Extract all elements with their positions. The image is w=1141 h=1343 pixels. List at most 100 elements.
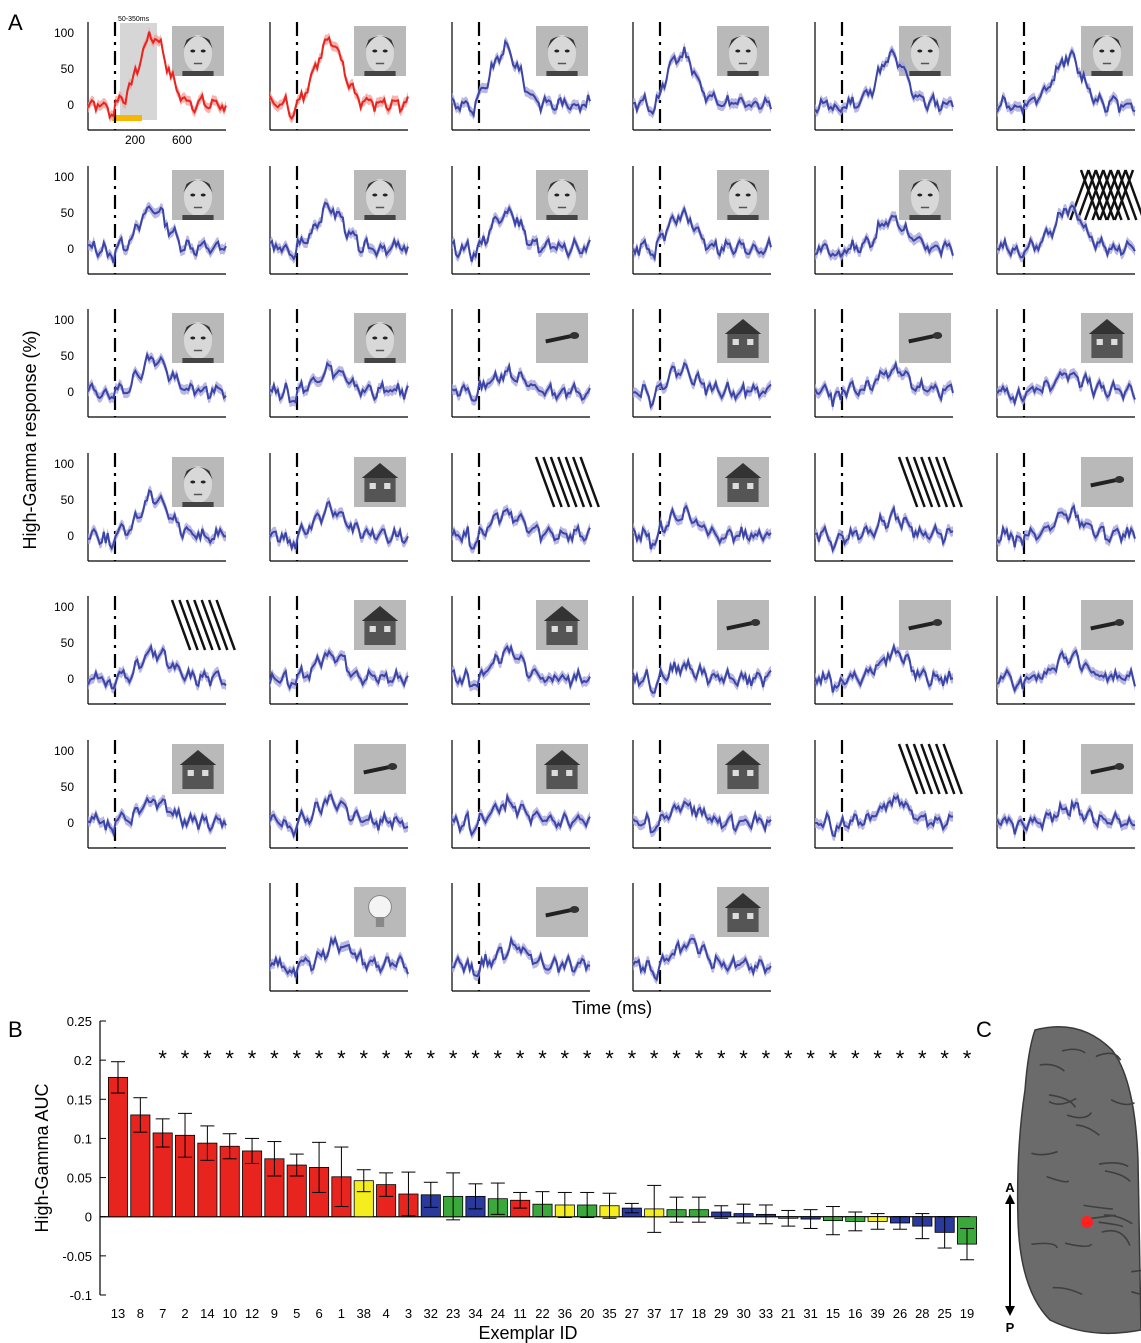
window-icon xyxy=(551,626,558,632)
shoulders-icon xyxy=(182,71,214,76)
x-tick-label: 5 xyxy=(293,1306,300,1321)
eye-icon xyxy=(190,49,196,53)
roof-icon xyxy=(724,463,762,478)
house-icon xyxy=(546,620,578,645)
response-trace xyxy=(269,793,409,839)
response-trace xyxy=(632,504,772,550)
sulcus-line xyxy=(1104,1170,1131,1183)
significance-marker: * xyxy=(829,1046,838,1071)
y-tick-label: 100 xyxy=(54,170,74,184)
texture-stroke xyxy=(549,456,571,508)
face-icon xyxy=(910,35,940,72)
bulb-icon xyxy=(368,895,392,919)
response-subplot xyxy=(632,596,772,705)
x-tick-label: 10 xyxy=(222,1306,236,1321)
hair-icon xyxy=(1092,36,1122,49)
face-icon xyxy=(365,35,395,72)
face-icon xyxy=(547,179,577,216)
x-tick-label: 37 xyxy=(647,1306,661,1321)
sulcus-line xyxy=(1098,1162,1129,1168)
eye-icon xyxy=(1099,49,1105,53)
response-subplot xyxy=(451,883,591,992)
response-subplot xyxy=(269,453,409,562)
x-tick-label: 12 xyxy=(245,1306,259,1321)
sulcus-line xyxy=(1131,1269,1141,1273)
x-axis-label: Exemplar ID xyxy=(478,1323,577,1343)
eye-icon xyxy=(735,193,741,197)
eye-icon xyxy=(190,336,196,340)
error-band xyxy=(270,789,408,841)
window-icon xyxy=(187,770,194,776)
response-subplot: 100 50 0 xyxy=(54,596,236,705)
y-tick-label: 0.25 xyxy=(67,1014,92,1029)
x-tick-label: 30 xyxy=(736,1306,750,1321)
brain-surface xyxy=(1016,1026,1141,1335)
roof-icon xyxy=(1088,319,1126,334)
error-band xyxy=(452,504,590,554)
analysis-window-bar xyxy=(112,115,142,121)
y-tick-label: 0 xyxy=(67,98,74,112)
y-tick-label: 100 xyxy=(54,313,74,327)
response-trace xyxy=(814,642,954,693)
x-tick-label: 29 xyxy=(714,1306,728,1321)
eye-icon xyxy=(382,49,388,53)
house-icon xyxy=(364,620,396,645)
significance-marker: * xyxy=(292,1046,301,1071)
response-trace xyxy=(632,800,772,834)
error-band xyxy=(88,201,226,268)
texture-stroke xyxy=(170,599,192,651)
eye-icon xyxy=(200,49,206,53)
sulcus-line xyxy=(1089,1214,1116,1220)
window-icon xyxy=(1096,339,1103,345)
panel-b: B 0.25 0.2 0.15 0.1 0.05 0 -0.05 -0.1 High-Gamma … xyxy=(8,1014,978,1343)
roof-icon xyxy=(543,750,581,765)
house-icon xyxy=(364,477,396,502)
eye-icon xyxy=(382,336,388,340)
significance-marker: * xyxy=(382,1046,391,1071)
significance-marker: * xyxy=(739,1046,748,1071)
texture-stroke xyxy=(200,599,222,651)
significance-marker: * xyxy=(449,1046,458,1071)
y-tick-label: 0.1 xyxy=(74,1131,92,1146)
tool-head-icon xyxy=(569,332,580,339)
response-subplot: 100 50 0 xyxy=(54,740,227,849)
window-icon xyxy=(732,770,739,776)
response-subplot xyxy=(269,740,409,849)
x-tick-label: 14 xyxy=(200,1306,214,1321)
sulcus-line xyxy=(1103,1214,1133,1225)
response-subplot xyxy=(451,453,600,562)
panel-label-c: C xyxy=(976,1017,992,1042)
sulcus-line xyxy=(1098,1221,1124,1228)
bar xyxy=(107,1076,129,1218)
significance-marker: * xyxy=(538,1046,547,1071)
tool-head-icon xyxy=(1114,763,1125,770)
shoulders-icon xyxy=(364,358,396,363)
face-icon xyxy=(183,179,213,216)
eye-icon xyxy=(190,480,196,484)
y-tick-label: 100 xyxy=(54,600,74,614)
texture-stroke xyxy=(920,743,941,795)
texture-stroke xyxy=(1094,169,1116,221)
error-band xyxy=(270,197,408,264)
eye-icon xyxy=(917,193,923,197)
response-trace xyxy=(269,35,409,121)
response-trace xyxy=(269,500,409,552)
eye-icon xyxy=(200,336,206,340)
texture-stroke xyxy=(1116,169,1138,221)
texture-stroke xyxy=(1069,169,1090,221)
sulcus-line xyxy=(1061,1048,1086,1054)
face-icon xyxy=(728,35,758,72)
roof-icon xyxy=(179,750,217,765)
response-subplot xyxy=(451,166,591,275)
window-icon xyxy=(566,770,573,776)
bulb-base-icon xyxy=(375,917,385,927)
texture-stroke xyxy=(1109,169,1131,221)
house-icon xyxy=(546,764,578,789)
x-tick-label: 27 xyxy=(625,1306,639,1321)
shoulders-icon xyxy=(182,215,214,220)
y-tick-label: 50 xyxy=(61,62,75,76)
response-subplot xyxy=(814,596,954,705)
response-subplot xyxy=(814,453,963,562)
x-tick-label: 13 xyxy=(111,1306,125,1321)
eye-icon xyxy=(190,193,196,197)
